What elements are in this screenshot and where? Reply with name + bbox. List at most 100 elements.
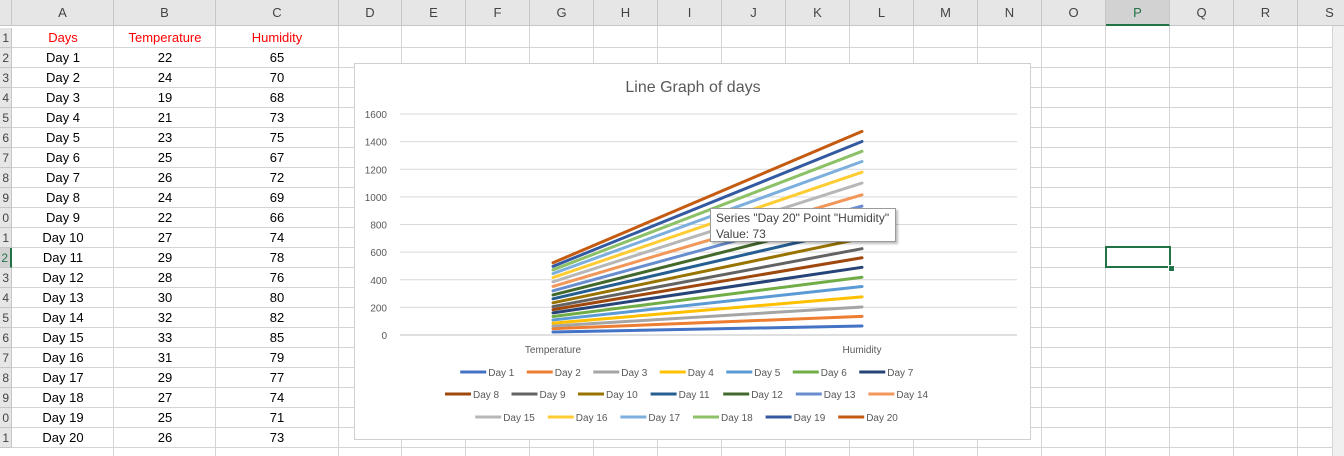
table-cell[interactable]: Day 3 — [46, 90, 80, 105]
row-header[interactable]: 8 — [0, 168, 12, 188]
table-cell[interactable]: 22 — [157, 210, 173, 225]
table-cell[interactable]: 24 — [157, 190, 173, 205]
table-cell[interactable]: 19 — [157, 90, 173, 105]
column-header-b[interactable]: B — [114, 0, 216, 26]
row-header[interactable]: 1 — [0, 428, 12, 448]
table-header-cell[interactable]: Days — [48, 30, 78, 45]
column-header-f[interactable]: F — [466, 0, 530, 26]
row-header[interactable]: 0 — [0, 408, 12, 428]
row-header[interactable]: 9 — [0, 188, 12, 208]
table-cell[interactable]: 76 — [269, 270, 285, 285]
active-cell-selection[interactable] — [1105, 246, 1171, 268]
row-header[interactable]: 2 — [0, 248, 12, 268]
table-cell[interactable]: Day 17 — [42, 370, 84, 385]
table-cell[interactable]: Day 12 — [42, 270, 84, 285]
row-header[interactable]: 7 — [0, 148, 12, 168]
column-header-r[interactable]: R — [1234, 0, 1298, 26]
column-header-p[interactable]: P — [1106, 0, 1170, 26]
vertical-scrollbar[interactable] — [1332, 26, 1344, 456]
row-header[interactable]: 4 — [0, 288, 12, 308]
row-header[interactable]: 8 — [0, 368, 12, 388]
table-cell[interactable]: Day 5 — [46, 130, 80, 145]
row-header[interactable]: 2 — [0, 48, 12, 68]
table-cell[interactable]: Day 19 — [42, 410, 84, 425]
row-header[interactable]: 3 — [0, 68, 12, 88]
row-header[interactable]: 6 — [0, 128, 12, 148]
table-cell[interactable]: 70 — [269, 70, 285, 85]
table-cell[interactable]: 25 — [157, 410, 173, 425]
row-header[interactable]: 5 — [0, 308, 12, 328]
table-cell[interactable]: Day 10 — [42, 230, 84, 245]
table-cell[interactable]: 26 — [157, 430, 173, 445]
table-cell[interactable]: 75 — [269, 130, 285, 145]
column-header-s[interactable]: S — [1298, 0, 1344, 26]
table-cell[interactable]: 65 — [269, 50, 285, 65]
table-cell[interactable]: 24 — [157, 70, 173, 85]
select-all-corner[interactable] — [0, 0, 12, 26]
table-cell[interactable]: 27 — [157, 230, 173, 245]
table-cell[interactable]: Day 11 — [42, 250, 84, 265]
table-cell[interactable]: Day 9 — [46, 210, 80, 225]
column-header-q[interactable]: Q — [1170, 0, 1234, 26]
table-header-cell[interactable]: Humidity — [251, 30, 303, 45]
table-cell[interactable]: Day 6 — [46, 150, 80, 165]
table-cell[interactable]: 74 — [269, 390, 285, 405]
row-header[interactable]: 3 — [0, 268, 12, 288]
column-header-i[interactable]: I — [658, 0, 722, 26]
table-cell[interactable]: 74 — [269, 230, 285, 245]
row-header[interactable]: 0 — [0, 208, 12, 228]
table-cell[interactable]: 79 — [269, 350, 285, 365]
table-cell[interactable]: 66 — [269, 210, 285, 225]
column-header-a[interactable]: A — [12, 0, 114, 26]
table-cell[interactable]: Day 7 — [46, 170, 80, 185]
row-header[interactable]: 9 — [0, 388, 12, 408]
table-cell[interactable]: 21 — [157, 110, 173, 125]
table-cell[interactable]: Day 1 — [46, 50, 80, 65]
column-header-g[interactable]: G — [530, 0, 594, 26]
table-cell[interactable]: 72 — [269, 170, 285, 185]
fill-handle[interactable] — [1168, 265, 1175, 272]
table-cell[interactable]: Day 4 — [46, 110, 80, 125]
table-cell[interactable]: Day 13 — [42, 290, 84, 305]
table-cell[interactable]: 29 — [157, 370, 173, 385]
table-cell[interactable]: 28 — [157, 270, 173, 285]
row-header[interactable]: 1 — [0, 228, 12, 248]
table-cell[interactable]: Day 18 — [42, 390, 84, 405]
column-header-n[interactable]: N — [978, 0, 1042, 26]
table-cell[interactable]: Day 20 — [42, 430, 84, 445]
row-header[interactable]: 5 — [0, 108, 12, 128]
table-cell[interactable]: 27 — [157, 390, 173, 405]
row-header[interactable]: 6 — [0, 328, 12, 348]
table-cell[interactable]: 26 — [157, 170, 173, 185]
table-cell[interactable]: 80 — [269, 290, 285, 305]
table-header-cell[interactable]: Temperature — [128, 30, 202, 45]
table-cell[interactable]: 82 — [269, 310, 285, 325]
table-cell[interactable]: 77 — [269, 370, 285, 385]
column-header-h[interactable]: H — [594, 0, 658, 26]
table-cell[interactable]: Day 2 — [46, 70, 80, 85]
table-cell[interactable]: Day 16 — [42, 350, 84, 365]
row-header[interactable]: 7 — [0, 348, 12, 368]
table-cell[interactable]: 31 — [157, 350, 173, 365]
table-cell[interactable]: 69 — [269, 190, 285, 205]
table-cell[interactable]: 73 — [269, 430, 285, 445]
table-cell[interactable]: Day 8 — [46, 190, 80, 205]
table-cell[interactable]: 78 — [269, 250, 285, 265]
table-cell[interactable]: 32 — [157, 310, 173, 325]
table-cell[interactable]: 30 — [157, 290, 173, 305]
column-header-k[interactable]: K — [786, 0, 850, 26]
table-cell[interactable]: Day 15 — [42, 330, 84, 345]
column-header-d[interactable]: D — [339, 0, 402, 26]
column-header-o[interactable]: O — [1042, 0, 1106, 26]
table-cell[interactable]: 67 — [269, 150, 285, 165]
table-cell[interactable]: 85 — [269, 330, 285, 345]
table-cell[interactable]: 68 — [269, 90, 285, 105]
column-header-j[interactable]: J — [722, 0, 786, 26]
table-cell[interactable]: 73 — [269, 110, 285, 125]
table-cell[interactable]: Day 14 — [42, 310, 84, 325]
column-header-c[interactable]: C — [216, 0, 339, 26]
row-header[interactable]: 4 — [0, 88, 12, 108]
line-chart[interactable]: Line Graph of days 0 200 400 600 800 1000 1200 1… — [354, 63, 1031, 440]
table-cell[interactable]: 33 — [157, 330, 173, 345]
column-header-m[interactable]: M — [914, 0, 978, 26]
